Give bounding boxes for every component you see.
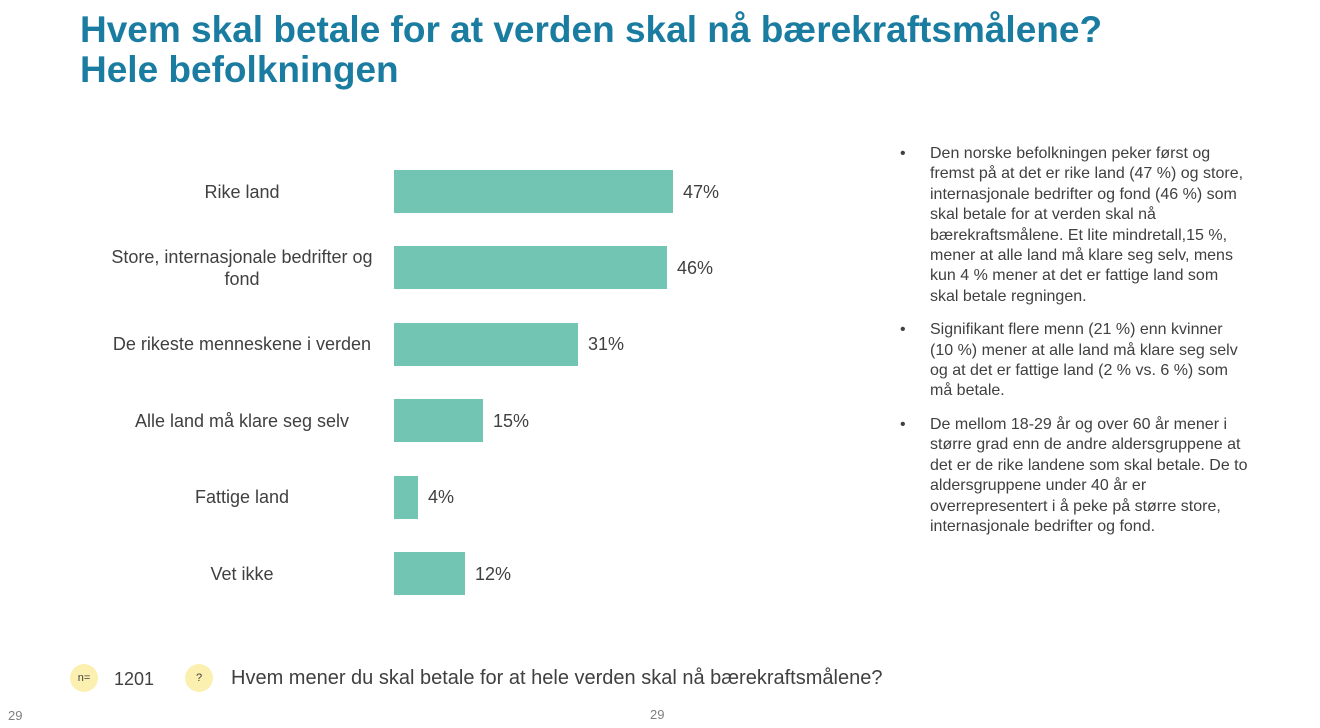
note-text: De mellom 18-29 år og over 60 år mener i… <box>930 415 1248 535</box>
note-item: • De mellom 18-29 år og over 60 år mener… <box>898 415 1248 537</box>
note-item: • Signifikant flere menn (21 %) enn kvin… <box>898 320 1248 402</box>
category-label: Store, internasjonale bedrifter og fond <box>111 246 373 289</box>
bullet-icon: • <box>900 145 906 162</box>
page-number-left: 29 <box>8 708 23 723</box>
value-label: 4% <box>428 487 455 508</box>
category-label: Fattige land <box>194 487 290 508</box>
bar <box>394 170 673 213</box>
sample-size-badge: n= <box>70 664 98 692</box>
question-badge: ? <box>185 664 213 692</box>
note-text: Signifikant flere menn (21 %) enn kvinne… <box>930 321 1238 400</box>
page-title-line2: Hele befolkningen <box>80 49 399 90</box>
category-label: Vet ikke <box>210 563 274 584</box>
note-text: Den norske befolkningen peker først og f… <box>930 145 1244 305</box>
page-number-center: 29 <box>650 707 665 722</box>
bar <box>394 322 578 366</box>
value-label: 12% <box>475 563 512 584</box>
note-item: • Den norske befolkningen peker først og… <box>898 144 1248 307</box>
bullet-icon: • <box>900 321 906 339</box>
bar <box>394 246 667 290</box>
bullet-icon: • <box>900 415 906 433</box>
value-label: 46% <box>677 257 714 278</box>
survey-question: Hvem mener du skal betale for at hele ve… <box>231 667 883 689</box>
page-title: Hvem skal betale for at verden skal nå b… <box>80 10 1102 90</box>
bar <box>394 399 483 443</box>
category-label: Rike land <box>204 181 280 202</box>
value-label: 31% <box>588 334 625 355</box>
bar <box>394 552 465 595</box>
value-label: 47% <box>683 181 720 202</box>
sample-size-value: 1201 <box>114 669 155 689</box>
notes-list: • Den norske befolkningen peker først og… <box>898 144 1248 550</box>
category-label: De rikeste menneskene i verden <box>112 334 372 355</box>
page-title-line1: Hvem skal betale for at verden skal nå b… <box>80 9 1103 50</box>
value-label: 15% <box>493 410 530 431</box>
bar-chart: Rike land 47% Store, internasjonale bedrif… <box>0 150 860 620</box>
bar <box>394 475 418 519</box>
category-label: Alle land må klare seg selv <box>134 410 350 431</box>
